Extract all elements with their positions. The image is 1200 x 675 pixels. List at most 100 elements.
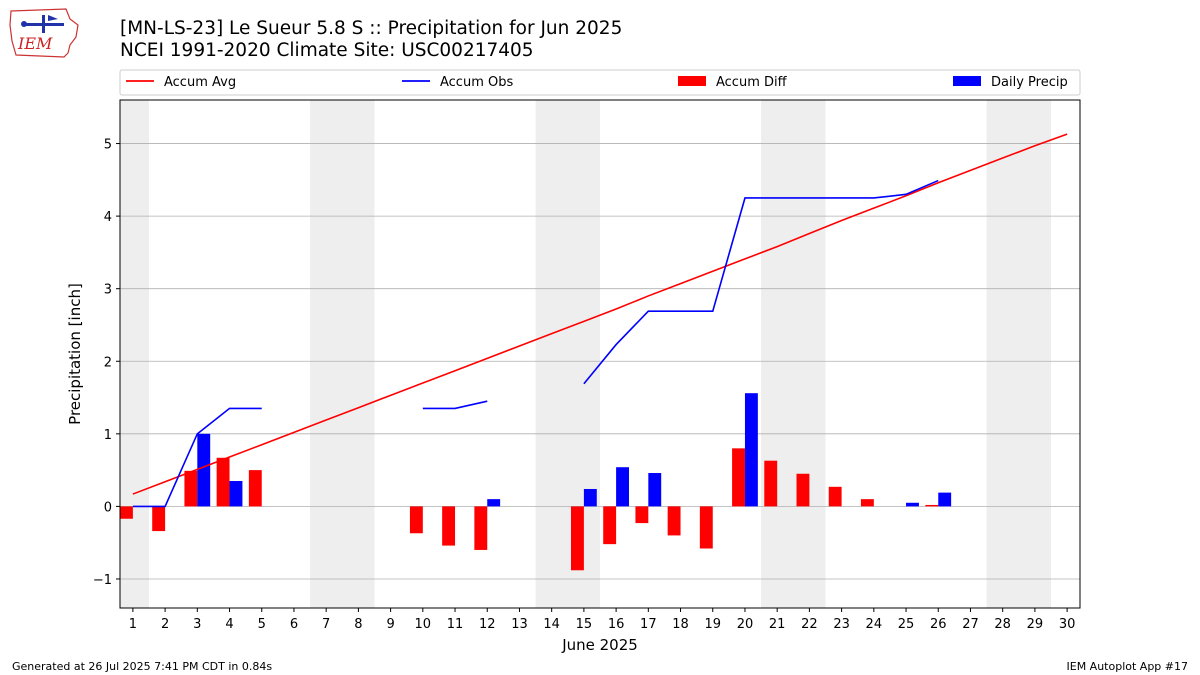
legend-label-accum-avg: Accum Avg: [164, 75, 236, 90]
accum-obs-line-segment: [583, 179, 939, 385]
y-gridlines: [120, 143, 1080, 580]
shaded-band-4: [761, 100, 826, 608]
accum-diff-bar: [152, 506, 166, 532]
chart-title: [MN-LS-23] Le Sueur 5.8 S :: Precipitati…: [120, 18, 623, 39]
accum-diff-bar: [603, 506, 617, 545]
accum-diff-bar: [184, 470, 198, 507]
weekend-shading: [120, 100, 1052, 608]
x-axis-ticks: 1 2 3 4 5 6 7 8 9 10 11 12 13 14 15 16 17 18 19 20 21 22 23 24 2…: [129, 608, 1076, 632]
daily-precip-bars: [197, 393, 952, 507]
accum-diff-bar: [216, 457, 230, 507]
x-tick-label: 8: [354, 617, 362, 632]
daily-precip-bar: [197, 433, 211, 507]
legend: Accum Avg Accum Obs Accum Diff Daily Precip: [119, 69, 1081, 96]
accum-diff-bar: [120, 506, 133, 519]
chart-subtitle: NCEI 1991-2020 Climate Site: USC00217405: [120, 40, 534, 61]
shaded-band-5: [986, 100, 1052, 608]
x-tick-label: 4: [225, 617, 233, 632]
accum-diff-bar: [635, 506, 649, 524]
x-tick-label: 13: [511, 617, 528, 632]
x-tick-label: 3: [193, 617, 201, 632]
app-footer: IEM Autoplot App #17: [1066, 660, 1189, 673]
x-tick-label: 1: [129, 617, 137, 632]
legend-swatch-daily-precip: [953, 76, 981, 86]
legend-swatch-accum-diff: [678, 76, 706, 86]
x-tick-label: 10: [415, 617, 432, 632]
x-tick-label: 21: [769, 617, 786, 632]
shaded-band-3: [535, 100, 600, 608]
y-tick-label: −1: [93, 573, 112, 588]
accum-obs-line-segment: [132, 407, 262, 508]
x-tick-label: 5: [258, 617, 266, 632]
y-tick-label: 2: [104, 355, 112, 370]
y-tick-label: 4: [104, 210, 112, 225]
daily-precip-bar: [906, 502, 919, 507]
accum-diff-bar: [571, 506, 584, 571]
daily-precip-bar: [229, 481, 243, 507]
x-tick-label: 11: [447, 617, 464, 632]
x-tick-label: 19: [704, 617, 721, 632]
x-tick-label: 30: [1059, 617, 1076, 632]
x-tick-label: 18: [672, 617, 689, 632]
x-tick-label: 9: [386, 617, 394, 632]
accum-diff-bar: [925, 504, 939, 507]
accum-obs-line-segment: [422, 400, 488, 410]
x-tick-label: 24: [866, 617, 883, 632]
y-tick-label: 3: [104, 283, 112, 298]
accum-diff-bar: [409, 506, 423, 534]
x-tick-label: 16: [608, 617, 625, 632]
y-tick-label: 0: [104, 500, 112, 515]
shaded-band-1: [120, 100, 149, 608]
x-tick-label: 17: [640, 617, 657, 632]
x-tick-label: 15: [576, 617, 593, 632]
x-tick-label: 7: [322, 617, 330, 632]
legend-label-accum-diff: Accum Diff: [716, 75, 788, 90]
daily-precip-bar: [648, 473, 662, 507]
legend-label-daily-precip: Daily Precip: [991, 75, 1068, 90]
logo-text: IEM: [17, 34, 53, 53]
x-tick-label: 12: [479, 617, 496, 632]
y-tick-label: 1: [104, 428, 112, 443]
x-tick-label: 27: [962, 617, 979, 632]
y-axis-ticks: −1 0 1 2 3 4 5: [93, 138, 120, 588]
y-tick-label: 5: [104, 138, 112, 153]
daily-precip-bar: [744, 393, 758, 507]
x-tick-label: 14: [543, 617, 560, 632]
accum-diff-bars: [120, 448, 939, 571]
accum-diff-bar: [732, 448, 745, 507]
daily-precip-bar: [583, 488, 597, 507]
x-tick-label: 6: [290, 617, 298, 632]
accum-avg-line: [132, 133, 1068, 495]
x-tick-label: 26: [930, 617, 947, 632]
accum-diff-bar: [828, 486, 842, 507]
plot-frame: [119, 99, 1081, 609]
iem-logo: IEM: [9, 8, 79, 58]
legend-box: [119, 69, 1081, 96]
x-tick-label: 22: [801, 617, 818, 632]
y-axis-label: Precipitation [inch]: [66, 283, 84, 425]
x-tick-label: 25: [898, 617, 915, 632]
accum-diff-bar: [442, 506, 456, 546]
generated-footer: Generated at 26 Jul 2025 7:41 PM CDT in …: [12, 660, 273, 673]
x-tick-label: 20: [737, 617, 754, 632]
daily-precip-bar: [938, 492, 952, 507]
daily-precip-bar: [616, 467, 629, 507]
accum-diff-bar: [796, 473, 810, 507]
x-tick-label: 23: [833, 617, 850, 632]
accum-diff-bar: [248, 470, 262, 507]
accum-diff-bar: [764, 460, 778, 507]
x-tick-label: 29: [1027, 617, 1044, 632]
x-tick-label: 28: [994, 617, 1011, 632]
accum-obs-line: [132, 179, 939, 508]
accum-diff-bar: [699, 506, 713, 549]
daily-precip-bar: [487, 499, 501, 507]
legend-label-accum-obs: Accum Obs: [440, 75, 513, 90]
accum-diff-bar: [667, 506, 681, 536]
x-tick-label: 2: [161, 617, 169, 632]
accum-diff-bar: [474, 506, 488, 550]
accum-avg-line-segment: [132, 133, 1068, 495]
x-axis-label: June 2025: [561, 636, 638, 654]
shaded-band-2: [310, 100, 375, 608]
accum-diff-bar: [860, 499, 874, 507]
